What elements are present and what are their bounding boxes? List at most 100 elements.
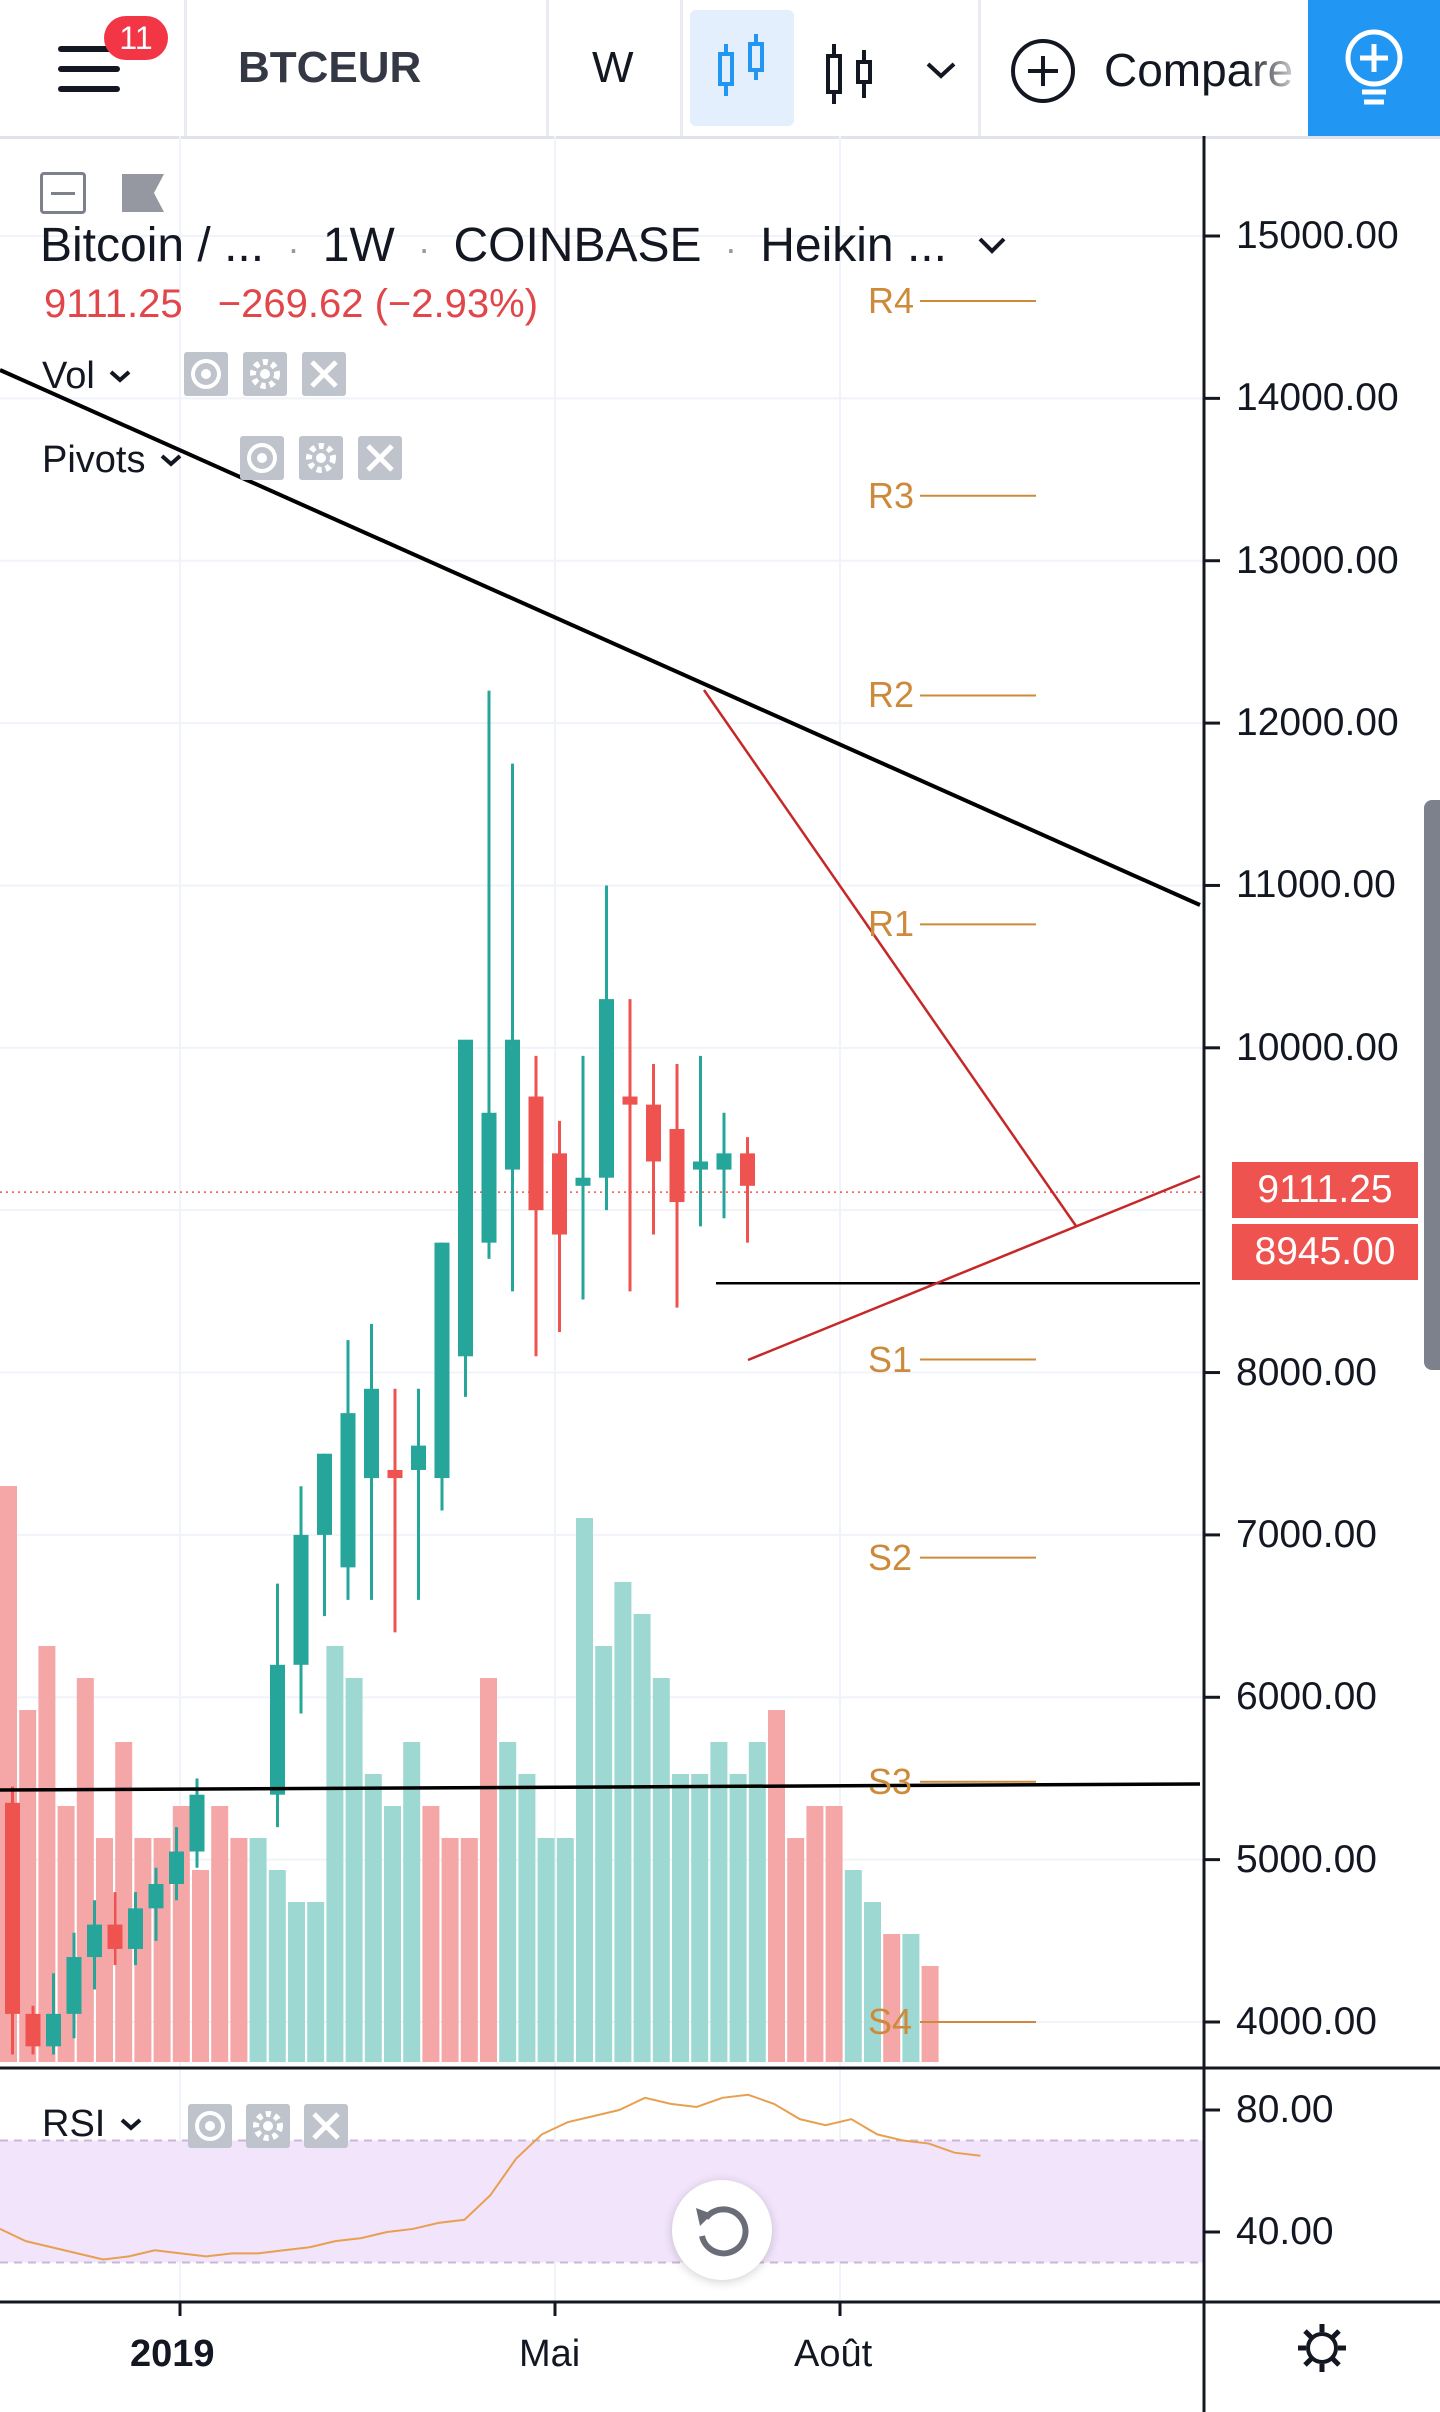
volume-bar [844, 1870, 862, 2062]
symbol-legend[interactable]: Bitcoin / ... · 1W · COINBASE · Heikin .… [40, 218, 1012, 277]
candle-body [317, 1453, 332, 1535]
volume-bar [38, 1646, 56, 2062]
candle-body [646, 1104, 661, 1162]
rsi-tick-label: 80.00 [1236, 2088, 1334, 2131]
volume-bar [768, 1710, 785, 2062]
rsi-tick-label: 40.00 [1236, 2210, 1334, 2253]
volume-bar [326, 1646, 344, 2062]
chevron-down-icon [110, 370, 131, 383]
indicator-pivots-label: Pivots [42, 439, 146, 481]
chart-settings-button[interactable] [1294, 2320, 1350, 2376]
pivots-visibility-icon[interactable] [240, 436, 284, 480]
bar-style-button[interactable] [806, 10, 896, 126]
pivot-label: S1 [868, 1338, 913, 1380]
pivots-settings-icon[interactable] [299, 436, 343, 480]
menu-button[interactable] [50, 40, 130, 96]
time-tick-label: Août [794, 2333, 873, 2375]
price-tick-label: 10000.00 [1236, 1025, 1399, 1069]
candle-body [387, 1469, 403, 1479]
indicator-rsi[interactable]: RSI [42, 2100, 146, 2148]
rsi-line [0, 2093, 981, 2261]
price-tick-label: 15000.00 [1236, 214, 1399, 257]
price-tick-label: 4000.00 [1236, 2000, 1377, 2043]
rsi-settings-icon[interactable] [246, 2104, 290, 2148]
candle-body [189, 1794, 205, 1852]
top-toolbar: 11 BTCEUR W [0, 0, 1440, 139]
volume-bar [115, 1742, 133, 2062]
line-price-tag: 8945.00 [1232, 1224, 1418, 1280]
vol-remove-icon[interactable] [302, 352, 346, 396]
price-tick-label: 5000.00 [1236, 1837, 1377, 1881]
candle-body [169, 1851, 184, 1884]
publish-idea-button[interactable] [1308, 0, 1440, 136]
volume-bar [230, 1838, 248, 2062]
indicator-vol-label: Vol [42, 355, 95, 397]
candle-body [505, 1039, 520, 1170]
volume-bar [518, 1774, 536, 2062]
volume-bar [748, 1742, 766, 2062]
volume-bar [921, 1966, 939, 2062]
chart-style-button[interactable] [690, 10, 794, 126]
volume-bar [787, 1838, 805, 2062]
legend-interval: 1W [322, 219, 395, 272]
candles [5, 690, 755, 2055]
volume-bar [192, 1870, 209, 2062]
style-dropdown[interactable] [918, 50, 964, 90]
rsi-series-line [0, 2093, 981, 2261]
vol-settings-icon[interactable] [243, 352, 287, 396]
scroll-handle[interactable] [1424, 800, 1440, 1370]
bars-icon [826, 44, 872, 104]
chevron-down-icon [120, 2118, 142, 2131]
volume-bar [134, 1838, 152, 2062]
volume-bar [211, 1806, 229, 2062]
triangle-lower-line [747, 1174, 1201, 1362]
price-tick-label: 11000.00 [1236, 863, 1396, 907]
compare-button[interactable]: Compare [1008, 36, 1306, 104]
vol-visibility-icon[interactable] [184, 352, 228, 396]
pivot-label: S4 [868, 2001, 913, 2042]
rsi-remove-icon[interactable] [304, 2104, 348, 2148]
volume-bars [0, 1486, 939, 2062]
candle-body [128, 1908, 143, 1949]
volume-bar [96, 1838, 113, 2062]
indicator-rsi-label: RSI [42, 2103, 106, 2145]
candle-body [669, 1129, 685, 1203]
volume-bar [864, 1902, 881, 2062]
volume-bar [729, 1774, 747, 2062]
candle-body [411, 1445, 426, 1470]
pivot-label: R4 [868, 279, 915, 321]
last-price-tag: 9111.25 [1232, 1162, 1418, 1218]
refresh-icon [696, 2206, 749, 2257]
volume-bar [710, 1742, 728, 2062]
volume-bar [460, 1838, 478, 2062]
pivot-label: S3 [868, 1760, 913, 1802]
symbol-search-button[interactable]: BTCEUR [238, 43, 422, 92]
flag-icon[interactable] [120, 172, 166, 214]
interval-button[interactable]: W [592, 43, 634, 92]
candle-body [716, 1153, 732, 1170]
candles-icon [718, 34, 764, 96]
volume-bar [307, 1902, 325, 2062]
rsi-visibility-icon[interactable] [188, 2104, 232, 2148]
candle-body [599, 999, 614, 1178]
hamburger-icon [58, 46, 120, 92]
volume-bar [537, 1838, 555, 2062]
legend-symbol-name: Bitcoin / ... [40, 219, 265, 272]
volume-bar [902, 1934, 920, 2062]
volume-bar [403, 1742, 421, 2062]
volume-bar [364, 1774, 382, 2062]
pivot-lines [0, 299, 1204, 2023]
volume-bar [691, 1774, 709, 2062]
pivots-remove-icon[interactable] [358, 436, 402, 480]
legend-separator: · [724, 228, 737, 269]
reset-chart-button[interactable] [672, 2180, 772, 2280]
legend-last-price: 9111.25 [44, 282, 183, 326]
indicator-vol[interactable]: Vol [42, 352, 135, 400]
legend-price-row: 9111.25 −269.62 (−2.93%) [44, 276, 538, 332]
legend-collapse-icon[interactable] [40, 172, 86, 214]
volume-bar [614, 1582, 632, 2062]
price-tick-label: 12000.00 [1236, 701, 1399, 745]
indicator-pivots[interactable]: Pivots [42, 436, 186, 484]
pivot-label: R1 [868, 903, 915, 945]
